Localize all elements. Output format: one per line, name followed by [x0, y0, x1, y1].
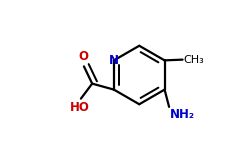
Text: O: O [78, 50, 88, 63]
Text: CH₃: CH₃ [183, 55, 204, 65]
Text: N: N [109, 54, 119, 67]
Text: NH₂: NH₂ [170, 108, 195, 121]
Text: HO: HO [70, 101, 90, 114]
